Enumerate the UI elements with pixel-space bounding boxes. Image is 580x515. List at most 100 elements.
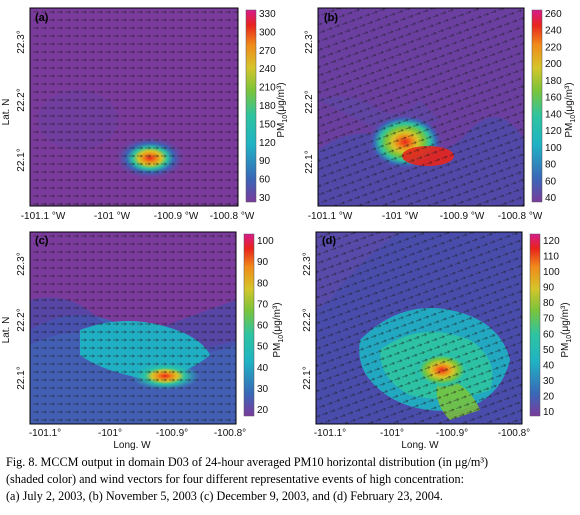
y-tick-label: 22.1° bbox=[304, 150, 315, 173]
panel-label: (b) bbox=[324, 12, 338, 24]
y-tick-label: 22.2° bbox=[302, 308, 313, 331]
colorbar-tick-label: 210 bbox=[259, 83, 276, 94]
y-tick-label: 22.2° bbox=[16, 88, 27, 111]
x-tick-label: -101.1 °W bbox=[308, 211, 353, 222]
x-tick-label: -100.9° bbox=[436, 428, 468, 439]
colorbar-tick-label: 220 bbox=[545, 42, 562, 53]
colorbar-tick-label: 60 bbox=[543, 329, 555, 340]
colorbar-tick-label: 110 bbox=[543, 252, 559, 263]
colorbar-label: PM10(μg/m³) bbox=[564, 82, 577, 137]
colorbar-tick-label: 10 bbox=[543, 407, 555, 418]
colorbar-tick-label: 120 bbox=[545, 126, 562, 137]
x-tick-label: -100.8 °W bbox=[498, 211, 543, 222]
colorbar-tick-label: 20 bbox=[257, 405, 269, 416]
caption-line: Fig. 8. MCCM output in domain D03 of 24-… bbox=[6, 455, 489, 469]
colorbar: 330 300 270 240 210 180 150 120 90 60 30 PM10(μg/m… bbox=[245, 9, 289, 204]
caption-line: (a) July 2, 2003, (b) November 5, 2003 (… bbox=[6, 489, 443, 503]
panel-label: (c) bbox=[35, 235, 49, 247]
y-tick-label: 22.1° bbox=[16, 366, 27, 389]
x-tick-label: -101 °W bbox=[94, 211, 131, 222]
colorbar-tick-label: 50 bbox=[543, 345, 555, 356]
colorbar-tick-label: 90 bbox=[543, 283, 555, 294]
colorbar-tick-label: 60 bbox=[545, 176, 557, 187]
y-axis-label: Lat. N bbox=[1, 99, 12, 126]
y-tick-label: 22.3° bbox=[302, 252, 313, 275]
colorbar-tick-label: 40 bbox=[545, 193, 557, 204]
colorbar-tick-label: 90 bbox=[257, 257, 269, 268]
x-tick-label: -100.9 °W bbox=[440, 211, 485, 222]
wind-vectors bbox=[318, 8, 524, 206]
colorbar-tick-label: 330 bbox=[259, 9, 276, 20]
colorbar-tick-label: 140 bbox=[545, 109, 562, 120]
colorbar-tick-label: 120 bbox=[543, 236, 560, 247]
panel-d: (d) 22.3° 22.2° 22.1° -101.1° -101° -100… bbox=[302, 231, 573, 451]
colorbar-tick-label: 120 bbox=[259, 138, 276, 149]
colorbar-label: PM10(μg/m³) bbox=[276, 82, 289, 137]
wind-vectors bbox=[30, 8, 238, 206]
y-tick-label: 22.1° bbox=[302, 366, 313, 389]
y-tick-label: 22.3° bbox=[16, 252, 27, 275]
map-frame bbox=[29, 7, 239, 207]
colorbar-tick-label: 70 bbox=[543, 314, 555, 325]
x-tick-label: -101 °W bbox=[382, 211, 419, 222]
colorbar-tick-label: 60 bbox=[259, 175, 271, 186]
colorbar-label: PM10(μg/m³) bbox=[560, 302, 573, 357]
colorbar: 260 240 220 200 180 160 140 120 100 80 60 40 PM10(μ… bbox=[531, 9, 577, 204]
map-frame bbox=[29, 231, 237, 425]
colorbar-tick-label: 200 bbox=[545, 59, 562, 70]
colorbar-tick-label: 40 bbox=[257, 363, 269, 374]
colorbar-tick-label: 240 bbox=[259, 64, 276, 75]
colorbar-tick-label: 30 bbox=[259, 193, 271, 204]
panel-label: (a) bbox=[35, 12, 49, 24]
colorbar-tick-label: 80 bbox=[543, 298, 555, 309]
x-tick-label: -101.1° bbox=[29, 428, 61, 439]
colorbar: 120 110 100 90 80 70 60 50 40 30 20 10 PM10(μg/m³) bbox=[529, 233, 573, 418]
y-tick-label: 22.2° bbox=[304, 90, 315, 113]
colorbar-tick-label: 50 bbox=[257, 342, 269, 353]
panel-b: (b) 22.3° 22.2° 22.1° -101.1 °W -101 °W … bbox=[304, 7, 577, 222]
wind-vectors bbox=[316, 232, 522, 424]
panel-c: (c) 22.3° 22.2° 22.1° Lat. N -101.1° -10… bbox=[1, 231, 285, 451]
x-tick-label: -101.1° bbox=[314, 428, 346, 439]
x-tick-label: -100.9 °W bbox=[154, 211, 199, 222]
x-axis-label: Long. W bbox=[113, 440, 151, 451]
colorbar-tick-label: 100 bbox=[543, 267, 560, 278]
wind-vectors bbox=[30, 232, 236, 424]
map-frame bbox=[315, 231, 523, 425]
y-tick-label: 22.2° bbox=[16, 308, 27, 331]
colorbar-tick-label: 80 bbox=[545, 160, 557, 171]
y-tick-label: 22.3° bbox=[16, 30, 27, 53]
colorbar-tick-label: 100 bbox=[545, 143, 562, 154]
colorbar-tick-label: 30 bbox=[257, 384, 269, 395]
x-tick-label: -100.9° bbox=[156, 428, 188, 439]
colorbar-tick-label: 30 bbox=[543, 376, 555, 387]
colorbar-tick-label: 40 bbox=[543, 360, 555, 371]
figure: (a) 22.3° 22.2° 22.1° Lat. N -101.1 °W -… bbox=[1, 7, 577, 451]
colorbar-tick-label: 180 bbox=[259, 101, 276, 112]
colorbar-label: PM10(μg/m³) bbox=[272, 302, 285, 357]
colorbar-tick-label: 70 bbox=[257, 299, 269, 310]
colorbar-tick-label: 240 bbox=[545, 26, 562, 37]
x-tick-label: -100.8 °W bbox=[210, 211, 255, 222]
colorbar-tick-label: 160 bbox=[545, 93, 562, 104]
x-tick-label: -100.8° bbox=[214, 428, 246, 439]
colorbar-tick-label: 20 bbox=[543, 391, 555, 402]
x-tick-label: -101° bbox=[98, 428, 122, 439]
colorbar-tick-label: 260 bbox=[545, 9, 562, 20]
panel-label: (d) bbox=[322, 235, 336, 247]
figure-caption: Fig. 8. MCCM output in domain D03 of 24-… bbox=[6, 454, 578, 505]
y-axis-label: Lat. N bbox=[1, 317, 12, 344]
x-axis-label: Long. W bbox=[401, 440, 439, 451]
x-tick-label: -101° bbox=[380, 428, 404, 439]
caption-line: (shaded color) and wind vectors for four… bbox=[6, 472, 464, 486]
x-tick-label: -100.8° bbox=[498, 428, 530, 439]
y-tick-label: 22.1° bbox=[16, 148, 27, 171]
colorbar-tick-label: 100 bbox=[257, 236, 274, 247]
colorbar-tick-label: 80 bbox=[257, 278, 269, 289]
colorbar-tick-label: 60 bbox=[257, 321, 269, 332]
colorbar-tick-label: 150 bbox=[259, 119, 276, 130]
colorbar: 100 90 80 70 60 50 40 30 20 PM10(μg/m³) bbox=[243, 233, 285, 417]
map-frame bbox=[317, 7, 525, 207]
panel-a: (a) 22.3° 22.2° 22.1° Lat. N -101.1 °W -… bbox=[1, 7, 289, 222]
y-tick-label: 22.3° bbox=[304, 30, 315, 53]
